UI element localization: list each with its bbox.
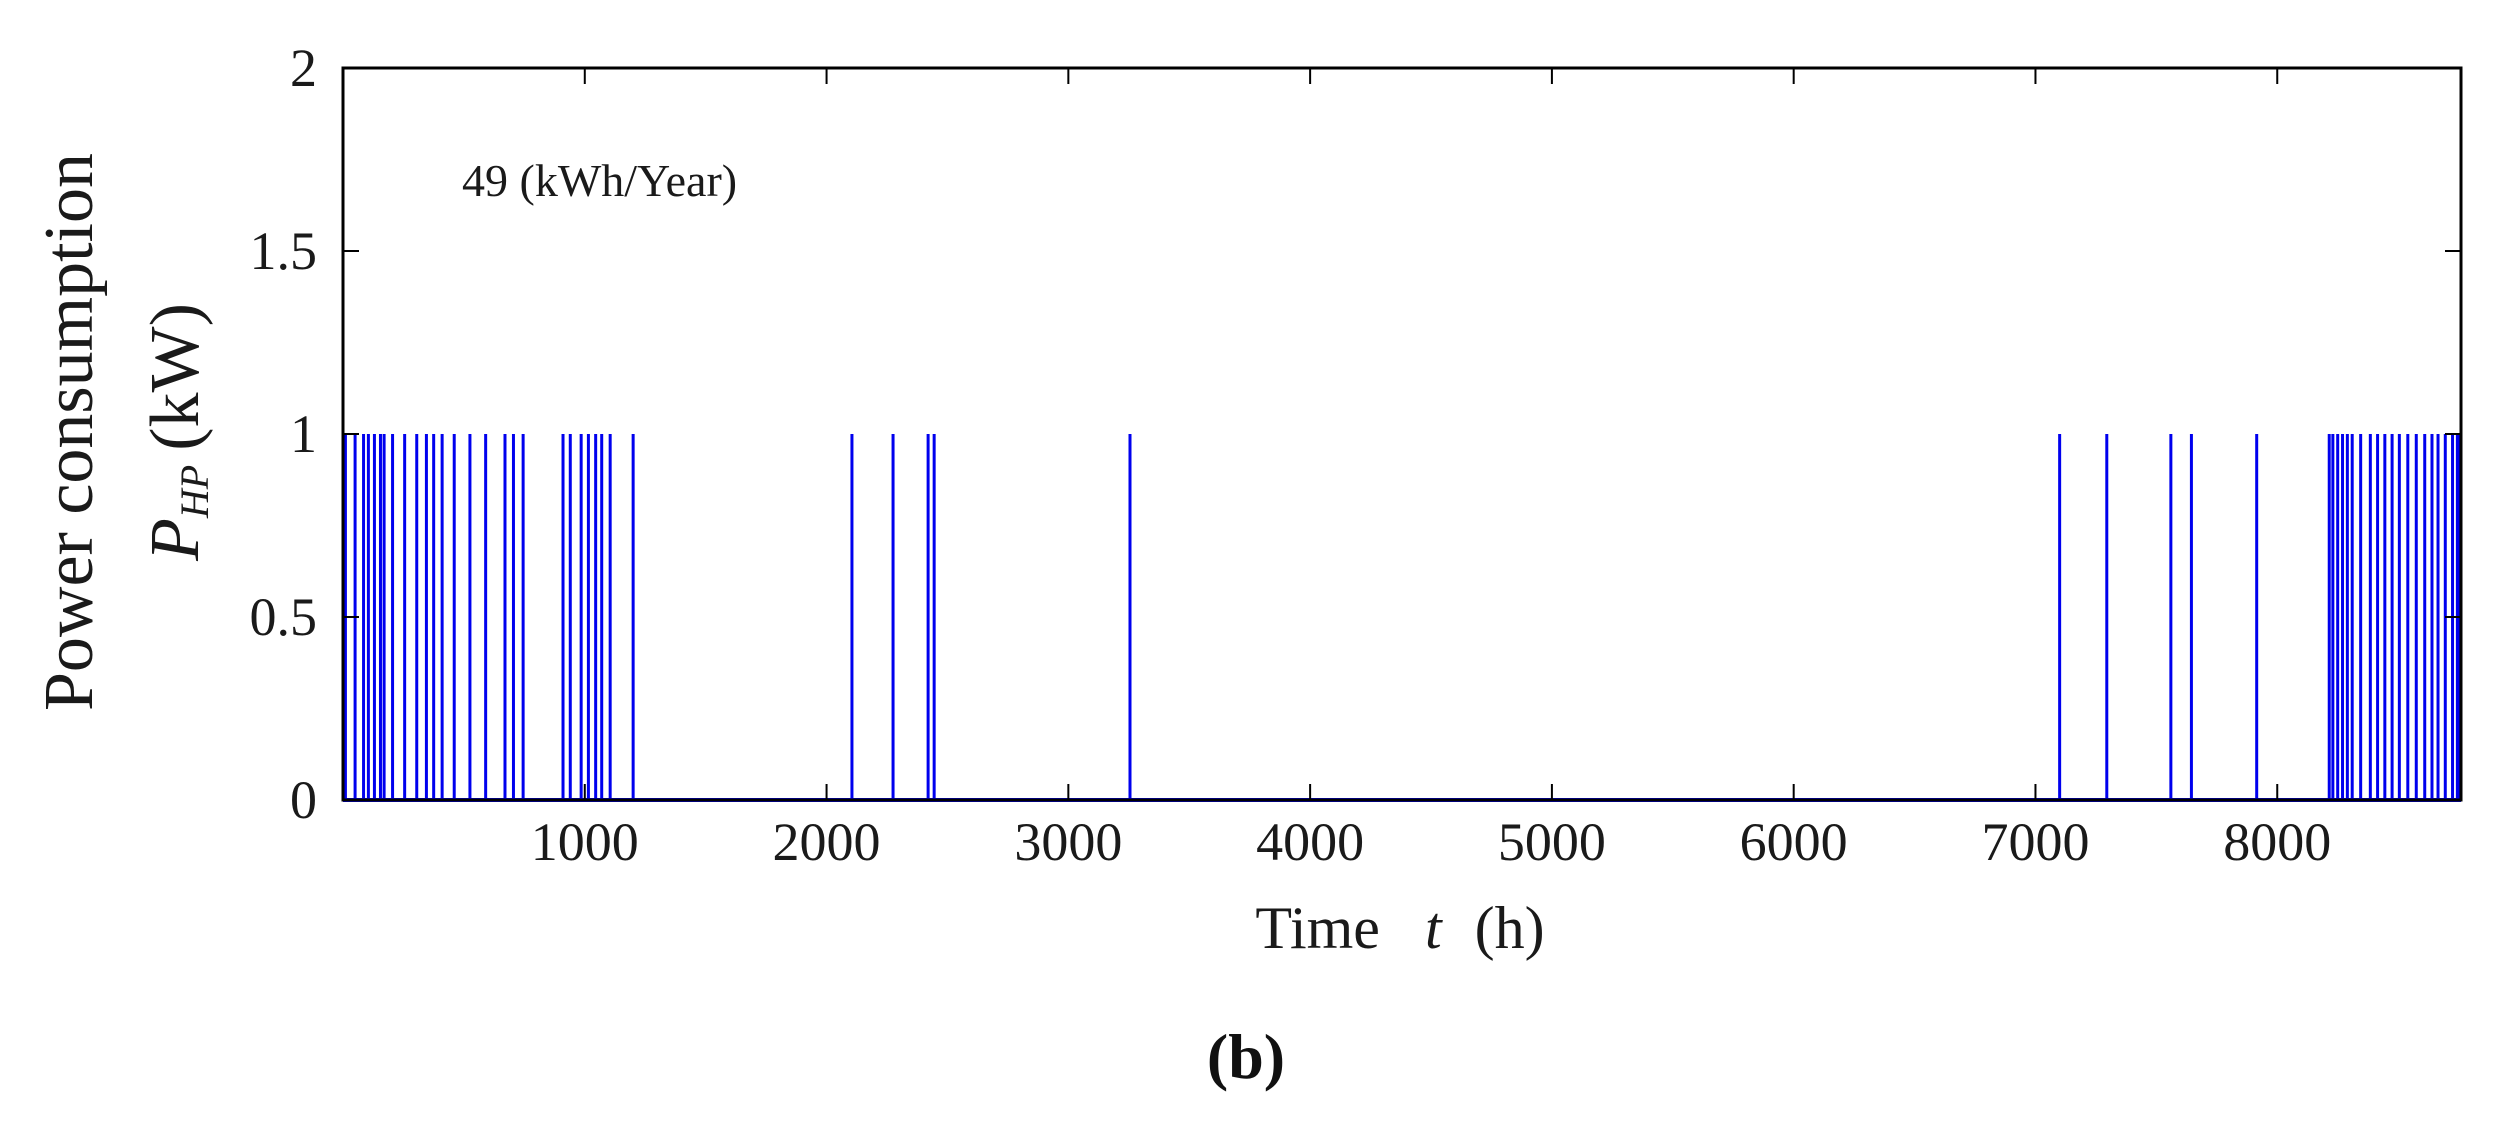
y-tick-label: 0.5: [250, 587, 318, 647]
y-tick-label: 1: [290, 404, 317, 464]
x-tick-label: 8000: [2223, 812, 2331, 872]
y-axis-title-line2: PHP (kW): [137, 303, 217, 562]
x-tick-label: 1000: [531, 812, 639, 872]
x-axis-title-var: t: [1425, 895, 1443, 961]
y-axis-var: P: [137, 518, 214, 562]
tick-labels: 1000 2000 3000 4000 5000 6000 7000 8000 0 0.5 1 1.5…: [250, 38, 2332, 872]
y-axis-title-2: PHP (kW): [137, 303, 217, 562]
y-axis-title-line1: Power consumption: [31, 153, 108, 711]
x-tick-label: 4000: [1256, 812, 1364, 872]
ticks-layer: [343, 67, 2461, 801]
x-tick-label: 7000: [1981, 812, 2089, 872]
x-tick-label: 2000: [773, 812, 881, 872]
y-tick-label: 2: [290, 38, 317, 98]
x-axis-title: Time t (h): [1255, 895, 1544, 961]
x-tick-label: 3000: [1014, 812, 1122, 872]
annotation-text: 49 (kWh/Year): [462, 155, 737, 206]
series-layer: [343, 434, 2462, 802]
y-tick-label: 0: [290, 770, 317, 830]
x-tick-label: 5000: [1498, 812, 1606, 872]
x-tick-label: 6000: [1740, 812, 1848, 872]
x-axis-title-unit: (h): [1475, 895, 1545, 961]
x-axis-title-text: Time: [1255, 895, 1380, 961]
y-tick-label: 1.5: [250, 221, 318, 281]
panel-label: (b): [1207, 1021, 1285, 1092]
y-axis-title: Power consumption: [31, 153, 108, 711]
y-axis-sub: HP: [172, 465, 217, 519]
y-axis-unit: (kW): [137, 303, 214, 451]
